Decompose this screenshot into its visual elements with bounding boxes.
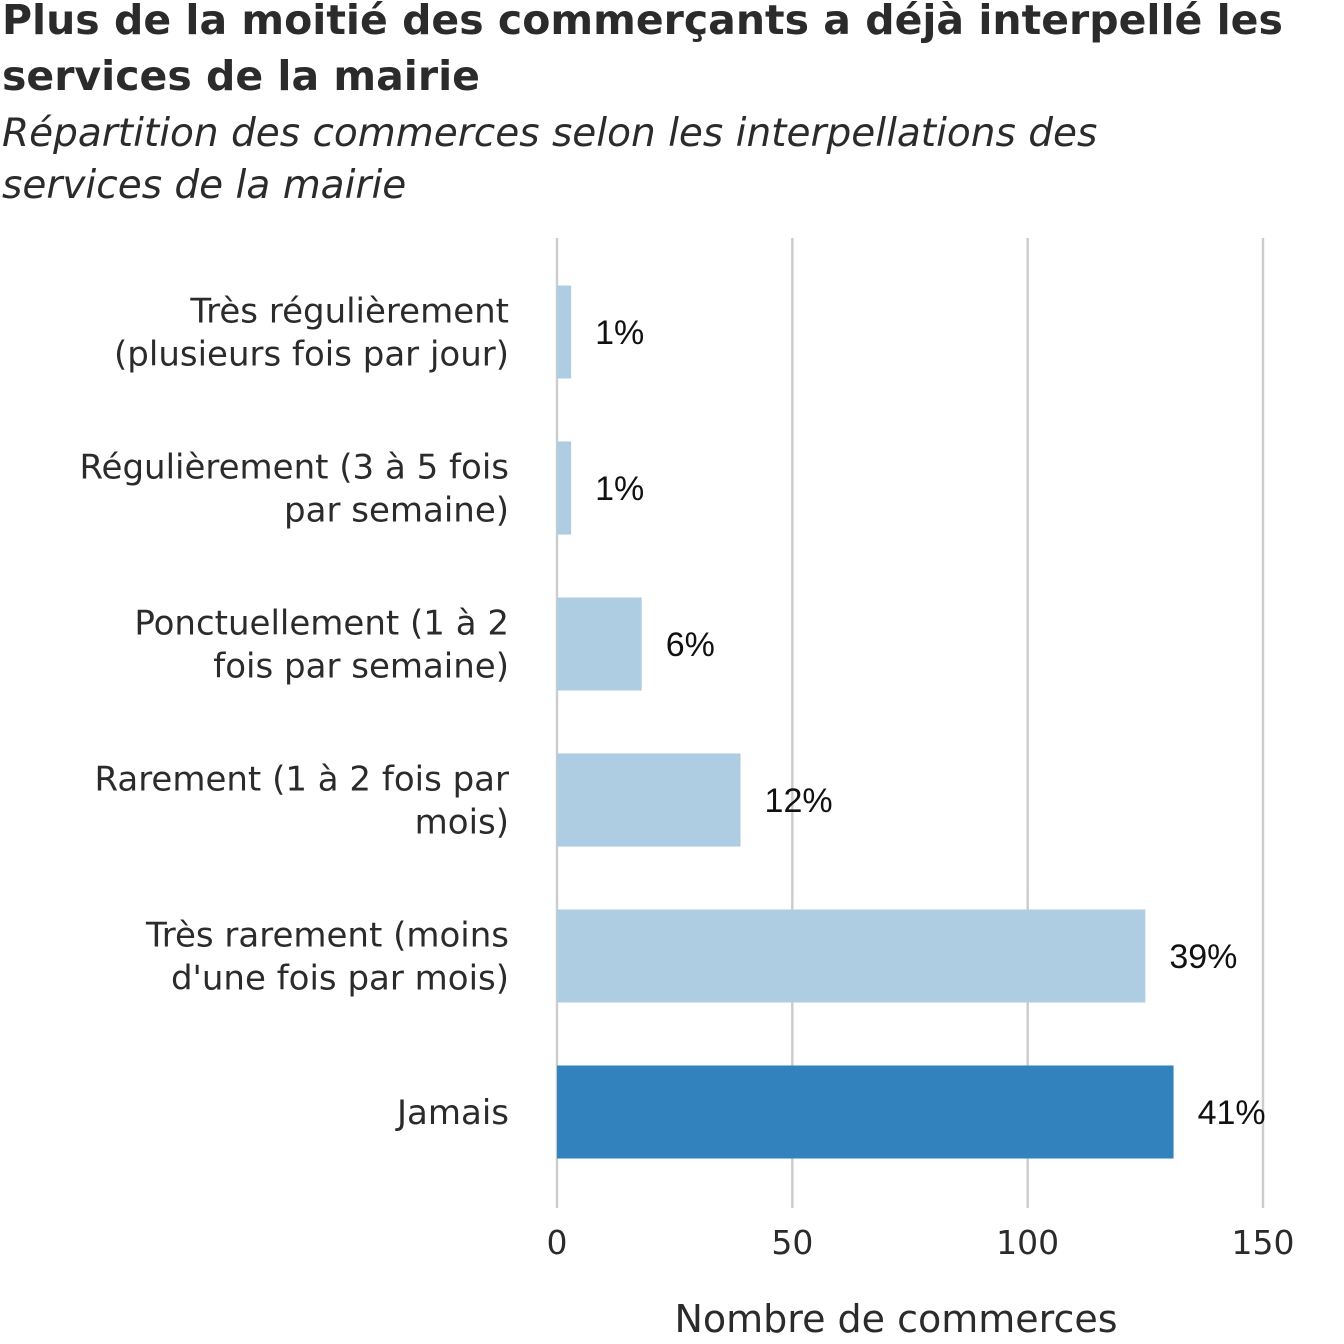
category-label: Rarement (1 à 2 fois par <box>94 760 509 800</box>
x-tick-label: 150 <box>1232 1223 1295 1262</box>
chart-title: Plus de la moitié des commerçants a déjà… <box>2 0 1283 100</box>
category-label: par semaine) <box>284 491 509 531</box>
bar <box>557 1065 1174 1159</box>
category-label: mois) <box>415 803 509 843</box>
data-label: 1% <box>595 314 644 352</box>
category-label: Très régulièrement <box>189 292 509 332</box>
data-label: 1% <box>595 470 644 508</box>
bar <box>557 441 572 535</box>
x-tick-label: 100 <box>996 1223 1059 1262</box>
bar <box>557 597 642 691</box>
category-label: Jamais <box>395 1093 509 1133</box>
bar <box>557 285 572 379</box>
category-label: Régulièrement (3 à 5 fois <box>79 448 509 488</box>
category-label: d'une fois par mois) <box>171 959 509 999</box>
data-label: 6% <box>666 626 715 664</box>
category-labels: Très régulièrement(plusieurs fois par jo… <box>79 292 509 1134</box>
gridlines <box>555 238 1265 1208</box>
chart-subtitle: Répartition des commerces selon les inte… <box>2 111 1098 208</box>
data-label: 41% <box>1198 1094 1266 1132</box>
data-label: 12% <box>765 782 833 820</box>
x-axis-title: Nombre de commerces <box>674 1297 1117 1341</box>
category-label: fois par semaine) <box>213 647 509 687</box>
category-label: Très rarement (moins <box>145 916 509 956</box>
data-labels: 1% 1% 6% 12% 39% 41% <box>595 314 1266 1132</box>
x-tick-labels: 0 50 100 150 <box>547 1223 1295 1262</box>
x-tick-label: 50 <box>771 1223 813 1262</box>
bars <box>557 285 1174 1159</box>
x-tick-label: 0 <box>547 1223 568 1262</box>
category-label: (plusieurs fois par jour) <box>114 335 509 375</box>
bar <box>557 753 741 847</box>
category-label: Ponctuellement (1 à 2 <box>134 604 509 644</box>
bar <box>557 909 1146 1003</box>
data-label: 39% <box>1169 938 1237 976</box>
